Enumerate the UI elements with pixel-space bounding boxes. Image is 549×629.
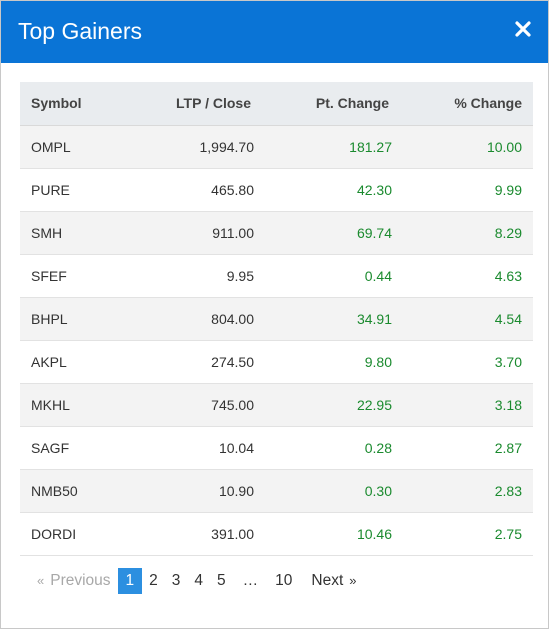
pt-change-cell: 181.27: [254, 125, 392, 169]
chevron-double-left-icon: «: [37, 573, 45, 588]
pt-change-cell: 0.44: [254, 254, 392, 298]
ltp-cell: 9.95: [130, 254, 254, 298]
pt-change-cell: 69.74: [254, 211, 392, 255]
pct-change-cell: 2.87: [392, 426, 533, 470]
pagination: « Previous 1 2 3 4 5 … 10 Next »: [28, 568, 370, 594]
symbol-cell[interactable]: SFEF: [20, 254, 130, 298]
table-row[interactable]: BHPL 804.00 34.91 4.54: [20, 297, 533, 341]
pt-change-cell: 10.46: [254, 512, 392, 556]
modal-title: Top Gainers: [18, 18, 143, 44]
ltp-cell: 465.80: [130, 168, 254, 212]
table-row[interactable]: DORDI 391.00 10.46 2.75: [20, 512, 533, 556]
close-icon[interactable]: [514, 20, 532, 38]
symbol-cell[interactable]: MKHL: [20, 383, 130, 427]
symbol-cell[interactable]: DORDI: [20, 512, 130, 556]
pct-change-cell: 8.29: [392, 211, 533, 255]
symbol-cell[interactable]: OMPL: [20, 125, 130, 169]
table-row[interactable]: NMB50 10.90 0.30 2.83: [20, 469, 533, 513]
pct-change-cell: 4.63: [392, 254, 533, 298]
table-row[interactable]: AKPL 274.50 9.80 3.70: [20, 340, 533, 384]
symbol-cell[interactable]: PURE: [20, 168, 130, 212]
table-row[interactable]: SFEF 9.95 0.44 4.63: [20, 254, 533, 298]
pct-change-cell: 4.54: [392, 297, 533, 341]
modal-header: Top Gainers: [1, 1, 548, 63]
ltp-cell: 274.50: [130, 340, 254, 384]
pct-change-cell: 10.00: [392, 125, 533, 169]
ltp-cell: 391.00: [130, 512, 254, 556]
ltp-cell: 10.04: [130, 426, 254, 470]
gainers-table: Symbol LTP / Close Pt. Change % Change O…: [20, 82, 533, 556]
symbol-cell[interactable]: AKPL: [20, 340, 130, 384]
symbol-cell[interactable]: SAGF: [20, 426, 130, 470]
page-button-1[interactable]: 1: [117, 568, 143, 594]
table-row[interactable]: MKHL 745.00 22.95 3.18: [20, 383, 533, 427]
table-header-row: Symbol LTP / Close Pt. Change % Change: [20, 82, 533, 126]
pct-change-cell: 3.70: [392, 340, 533, 384]
table-row[interactable]: SMH 911.00 69.74 8.29: [20, 211, 533, 255]
pt-change-cell: 34.91: [254, 297, 392, 341]
ltp-cell: 1,994.70: [130, 125, 254, 169]
ltp-cell: 911.00: [130, 211, 254, 255]
pagination-ellipsis: …: [242, 572, 259, 589]
column-header-ltp[interactable]: LTP / Close: [130, 82, 254, 126]
table-row[interactable]: SAGF 10.04 0.28 2.87: [20, 426, 533, 470]
ltp-cell: 10.90: [130, 469, 254, 513]
ltp-cell: 804.00: [130, 297, 254, 341]
gainers-table-container: Symbol LTP / Close Pt. Change % Change O…: [20, 82, 533, 556]
pct-change-cell: 9.99: [392, 168, 533, 212]
next-label: Next: [311, 572, 344, 589]
table-row[interactable]: PURE 465.80 42.30 9.99: [20, 168, 533, 212]
previous-label: Previous: [50, 572, 111, 589]
previous-page-button[interactable]: « Previous: [28, 568, 118, 594]
symbol-cell[interactable]: SMH: [20, 211, 130, 255]
pt-change-cell: 42.30: [254, 168, 392, 212]
page-button-3[interactable]: 3: [171, 572, 181, 589]
page-button-5[interactable]: 5: [217, 572, 226, 589]
chevron-double-right-icon: »: [349, 573, 357, 588]
pct-change-cell: 2.75: [392, 512, 533, 556]
table-row[interactable]: OMPL 1,994.70 181.27 10.00: [20, 125, 533, 169]
pt-change-cell: 0.28: [254, 426, 392, 470]
symbol-cell[interactable]: NMB50: [20, 469, 130, 513]
column-header-symbol[interactable]: Symbol: [20, 82, 130, 126]
column-header-pt-change[interactable]: Pt. Change: [254, 82, 392, 126]
page-button-10[interactable]: 10: [275, 572, 293, 589]
pt-change-cell: 9.80: [254, 340, 392, 384]
column-header-pct-change[interactable]: % Change: [392, 82, 533, 126]
pct-change-cell: 2.83: [392, 469, 533, 513]
symbol-cell[interactable]: BHPL: [20, 297, 130, 341]
next-page-button[interactable]: Next »: [299, 568, 369, 594]
pct-change-cell: 3.18: [392, 383, 533, 427]
pt-change-cell: 0.30: [254, 469, 392, 513]
ltp-cell: 745.00: [130, 383, 254, 427]
page-button-4[interactable]: 4: [194, 572, 204, 589]
page-button-2[interactable]: 2: [149, 572, 158, 589]
pt-change-cell: 22.95: [254, 383, 392, 427]
